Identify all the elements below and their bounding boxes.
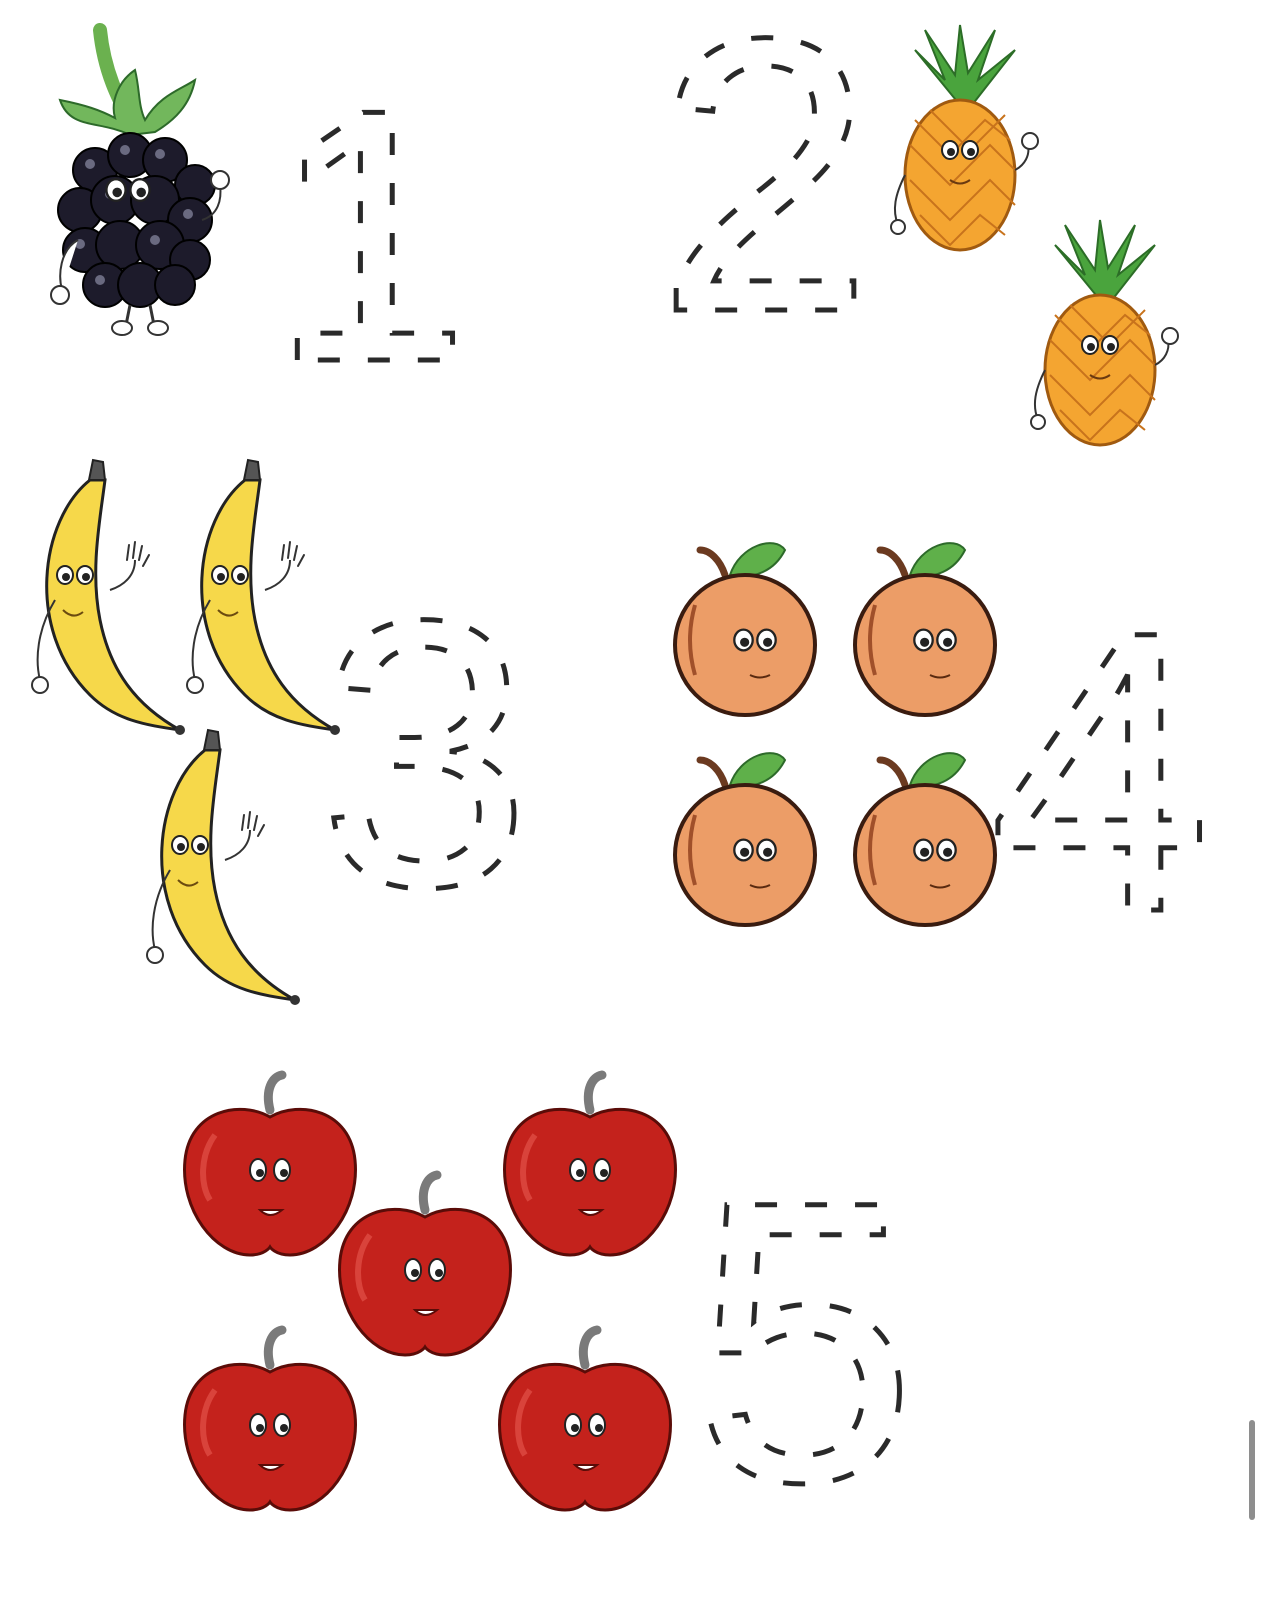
trace-number-3: 3: [319, 541, 530, 966]
banana-icon: [187, 460, 340, 735]
fruit-group-4: 4: [675, 543, 1214, 998]
apple-icon: [500, 1330, 671, 1510]
trace-number-2: 2: [657, 0, 874, 393]
peach-icon: [675, 753, 815, 925]
apple-icon: [505, 1075, 676, 1255]
fruit-group-2: 2: [654, 0, 1178, 445]
fruit-group-3: 3: [32, 460, 533, 1005]
peach-icon: [855, 753, 995, 925]
pineapple-icon: [891, 25, 1038, 250]
pineapple-icon: [1031, 220, 1178, 445]
blackberry-icon: [51, 30, 229, 335]
apple-icon: [185, 1330, 356, 1510]
peach-icon: [675, 543, 815, 715]
fruit-group-1: 1: [51, 30, 473, 440]
fruit-group-5: 5: [185, 1075, 919, 1568]
banana-icon: [147, 730, 300, 1005]
banana-icon: [32, 460, 185, 735]
scrollbar-thumb[interactable]: [1249, 1420, 1255, 1520]
trace-number-1: 1: [270, 35, 470, 437]
trace-number-5: 5: [694, 1118, 916, 1565]
apple-icon: [340, 1175, 511, 1355]
trace-number-4: 4: [989, 548, 1211, 995]
peach-icon: [855, 543, 995, 715]
apple-icon: [185, 1075, 356, 1255]
